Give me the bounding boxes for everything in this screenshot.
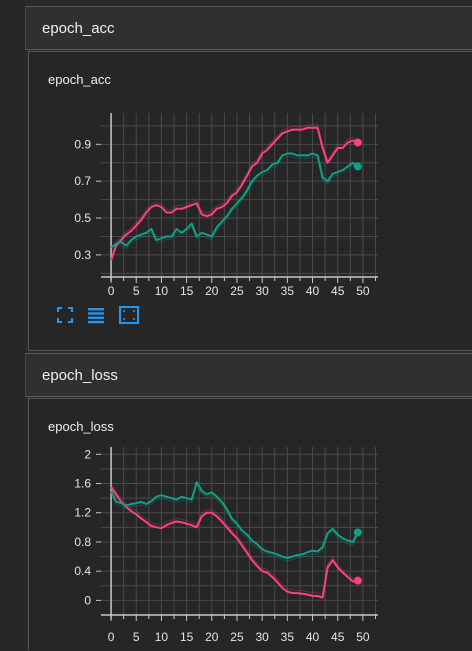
series-raw-line xyxy=(110,483,359,562)
x-tick-label: 45 xyxy=(331,284,345,298)
y-tick-label: 0.9 xyxy=(74,137,91,151)
y-tick-label: 1.6 xyxy=(74,477,91,491)
left-gutter xyxy=(0,0,25,650)
y-tick-label: 0 xyxy=(84,593,91,607)
y-tick-label: 0.7 xyxy=(74,174,91,188)
x-tick-label: 35 xyxy=(281,284,295,298)
fullscreen-icon[interactable] xyxy=(56,306,74,324)
x-tick-label: 25 xyxy=(230,630,244,644)
section-title: epoch_loss xyxy=(42,367,118,384)
x-tick-label: 30 xyxy=(255,630,269,644)
card-title: epoch_acc xyxy=(48,72,111,87)
series-raw-line xyxy=(110,124,359,258)
y-tick-label: 0.3 xyxy=(74,248,91,262)
x-tick-label: 40 xyxy=(306,630,320,644)
series-line xyxy=(110,126,359,261)
x-tick-label: 20 xyxy=(205,630,219,644)
series-end-marker xyxy=(353,576,362,585)
section-title: epoch_acc xyxy=(42,20,115,37)
x-tick-label: 30 xyxy=(255,284,269,298)
series-line xyxy=(110,486,359,599)
y-tick-label: 2 xyxy=(84,447,91,461)
x-tick-label: 10 xyxy=(155,284,169,298)
x-tick-label: 45 xyxy=(331,630,345,644)
y-tick-label: 0.8 xyxy=(74,535,91,549)
loss-chart: 0 5 10 15 20 25 30 35 40 45 50 0 0.4 0.8 1.2 1.6 2 xyxy=(74,447,378,644)
section-header-epoch-acc[interactable]: epoch_acc xyxy=(25,6,472,50)
x-tick-label: 15 xyxy=(180,284,194,298)
x-tick-label: 40 xyxy=(306,284,320,298)
section-header-epoch-loss[interactable]: epoch_loss xyxy=(25,353,472,397)
y-tick-label: 0.4 xyxy=(74,564,91,578)
series-end-marker xyxy=(353,162,362,171)
series-raw-line xyxy=(110,155,359,251)
y-tick-label: 0.5 xyxy=(74,211,91,225)
series-raw-line xyxy=(110,483,358,596)
x-tick-label: 35 xyxy=(281,630,295,644)
chart-card-epoch-acc: epoch_acc 0 5 10 15 20 25 30 35 40 45 50 0.3 0.5 0.7 0… xyxy=(28,51,472,351)
x-tick-label: 20 xyxy=(205,284,219,298)
x-tick-label: 5 xyxy=(133,630,140,644)
x-tick-label: 50 xyxy=(356,284,370,298)
fit-domain-icon[interactable] xyxy=(119,306,139,324)
x-tick-label: 5 xyxy=(133,284,140,298)
y-tick-label: 1.2 xyxy=(74,506,91,520)
data-table-icon[interactable] xyxy=(87,306,105,324)
x-tick-label: 0 xyxy=(108,284,115,298)
series-line xyxy=(110,152,359,249)
x-tick-label: 15 xyxy=(180,630,194,644)
x-tick-label: 10 xyxy=(155,630,169,644)
x-tick-label: 50 xyxy=(356,630,370,644)
x-tick-label: 0 xyxy=(108,630,115,644)
x-tick-label: 25 xyxy=(230,284,244,298)
chart-card-epoch-loss: epoch_loss 0 5 10 15 20 25 30 35 40 45 50 0 0.4 0.8 1.… xyxy=(28,398,472,650)
card-title: epoch_loss xyxy=(48,419,114,434)
series-line xyxy=(110,481,359,559)
accuracy-chart: 0 5 10 15 20 25 30 35 40 45 50 0.3 0.5 0.7 0.9 xyxy=(74,113,378,298)
series-end-marker xyxy=(353,528,362,537)
series-end-marker xyxy=(353,138,362,147)
